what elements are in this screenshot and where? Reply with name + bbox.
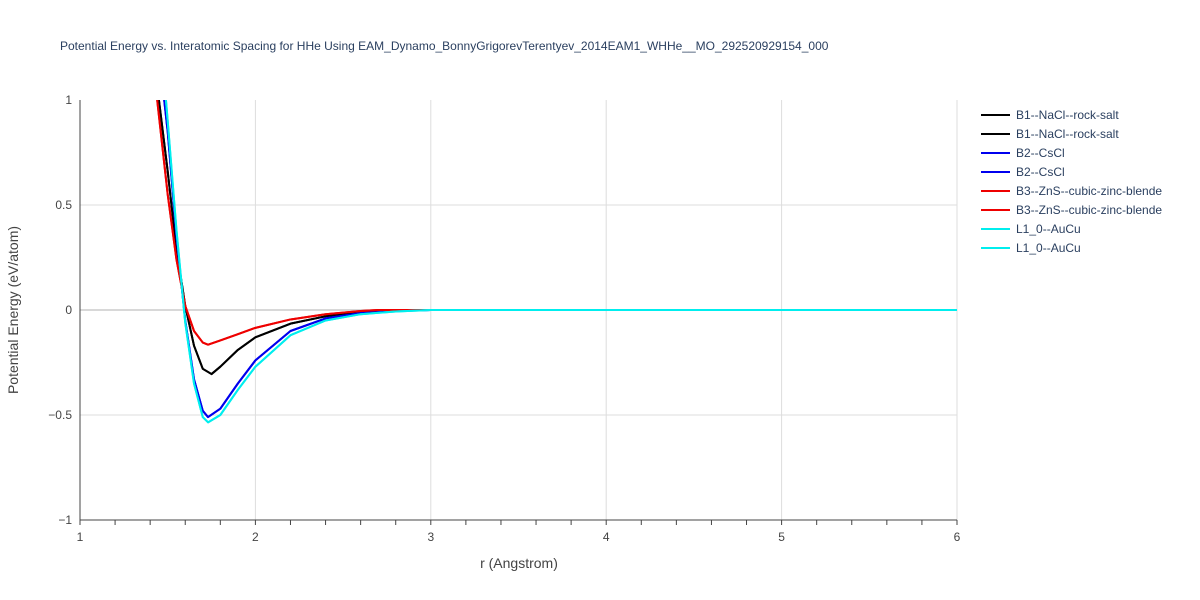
legend-item[interactable]: B1--NaCl--rock-salt xyxy=(981,108,1119,122)
legend-item[interactable]: B1--NaCl--rock-salt xyxy=(981,127,1119,141)
x-tick-label: 4 xyxy=(603,530,610,544)
series-line-2 xyxy=(163,100,957,419)
legend-item[interactable]: B2--CsCl xyxy=(981,146,1065,160)
legend-item[interactable]: B2--CsCl xyxy=(981,165,1065,179)
series-line-5 xyxy=(156,100,957,346)
legend[interactable]: B1--NaCl--rock-salt B1--NaCl--rock-salt B2… xyxy=(981,108,1162,255)
legend-label: L1_0--AuCu xyxy=(1016,241,1081,255)
series-line-0 xyxy=(157,100,957,376)
series-line-1 xyxy=(157,100,957,376)
legend-item[interactable]: B3--ZnS--cubic-zinc-blende xyxy=(981,203,1162,217)
series-line-7 xyxy=(164,100,957,424)
legend-item[interactable]: L1_0--AuCu xyxy=(981,222,1081,236)
legend-label: B2--CsCl xyxy=(1016,165,1065,179)
legend-label: B2--CsCl xyxy=(1016,146,1065,160)
legend-item[interactable]: L1_0--AuCu xyxy=(981,241,1081,255)
legend-item[interactable]: B3--ZnS--cubic-zinc-blende xyxy=(981,184,1162,198)
y-axis-title: Potential Energy (eV/atom) xyxy=(5,226,21,394)
x-tick-label: 2 xyxy=(252,530,259,544)
axis-ticks: 1 2 3 4 5 6 −1 −0.5 0 0.5 1 xyxy=(48,93,960,544)
x-tick-label: 3 xyxy=(427,530,434,544)
y-tick-label: 0.5 xyxy=(55,198,72,212)
chart-title: Potential Energy vs. Interatomic Spacing… xyxy=(60,39,829,53)
legend-label: L1_0--AuCu xyxy=(1016,222,1081,236)
y-tick-label: 1 xyxy=(65,93,72,107)
legend-label: B1--NaCl--rock-salt xyxy=(1016,127,1119,141)
plot-area xyxy=(156,100,957,424)
y-tick-label: −0.5 xyxy=(48,408,72,422)
y-tick-label: −1 xyxy=(58,513,72,527)
series-line-6 xyxy=(164,100,957,424)
y-tick-label: 0 xyxy=(65,303,72,317)
legend-label: B1--NaCl--rock-salt xyxy=(1016,108,1119,122)
series-line-4 xyxy=(156,100,957,346)
x-tick-label: 1 xyxy=(77,530,84,544)
series-line-3 xyxy=(163,100,957,419)
x-tick-label: 6 xyxy=(954,530,961,544)
legend-label: B3--ZnS--cubic-zinc-blende xyxy=(1016,184,1162,198)
x-tick-label: 5 xyxy=(778,530,785,544)
x-axis-title: r (Angstrom) xyxy=(480,555,558,571)
legend-label: B3--ZnS--cubic-zinc-blende xyxy=(1016,203,1162,217)
